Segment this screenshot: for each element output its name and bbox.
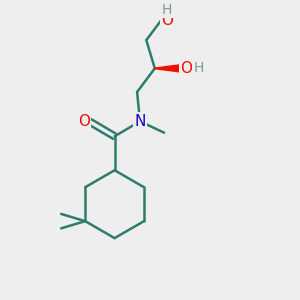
Text: O: O [161,13,173,28]
Text: O: O [180,61,192,76]
Text: N: N [134,114,146,129]
Text: H: H [162,3,172,17]
Polygon shape [155,65,180,72]
Text: O: O [78,114,90,129]
Text: H: H [194,61,204,75]
